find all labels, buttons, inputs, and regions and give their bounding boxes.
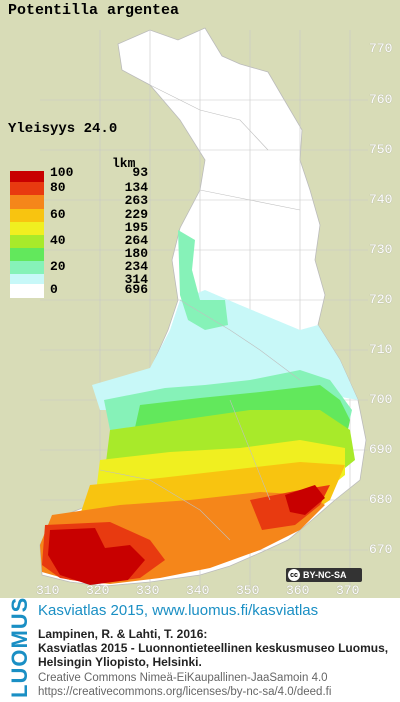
- cc-license-badge[interactable]: cc BY-NC-SA: [286, 568, 362, 582]
- legend-row: 60 229: [8, 207, 148, 223]
- luomus-logo: LUOMUS: [7, 596, 32, 698]
- legend-count: 180: [124, 246, 148, 261]
- legend-swatch: [10, 182, 44, 196]
- easting-tick: 360: [286, 583, 310, 598]
- northing-tick: 690: [369, 442, 393, 457]
- legend-count: 229: [124, 207, 148, 222]
- northing-tick: 720: [369, 292, 393, 307]
- legend-header: lkm: [112, 156, 136, 171]
- atlas-link[interactable]: Kasviatlas 2015, www.luomus.fi/kasviatla…: [38, 602, 319, 619]
- species-title: Potentilla argentea: [8, 2, 180, 19]
- easting-tick: 310: [36, 583, 60, 598]
- license-line: Creative Commons Nimeä-EiKaupallinen-Jaa…: [38, 672, 328, 684]
- legend-row: 180: [8, 246, 148, 262]
- legend-value: 20: [50, 259, 66, 274]
- legend-count: 134: [124, 180, 148, 195]
- northing-tick: 770: [369, 41, 393, 56]
- cc-badge-text: BY-NC-SA: [303, 570, 347, 580]
- northing-tick: 700: [369, 392, 393, 407]
- easting-tick: 350: [236, 583, 260, 598]
- legend-count: 195: [124, 220, 148, 235]
- legend-row: 0 696: [8, 282, 148, 298]
- northing-tick: 730: [369, 242, 393, 257]
- legend-swatch: [10, 248, 44, 262]
- legend-row: 40 264: [8, 233, 148, 249]
- legend-row: 20 234: [8, 259, 148, 275]
- finland-distribution-map: [39, 27, 368, 590]
- northing-tick: 680: [369, 492, 393, 507]
- northing-tick: 710: [369, 342, 393, 357]
- legend-row: 100 93: [8, 165, 148, 185]
- legend-count: 314: [124, 272, 148, 287]
- legend-swatch: [10, 195, 44, 209]
- easting-tick: 330: [136, 583, 160, 598]
- citation-line: Lampinen, R. & Lahti, T. 2016:: [38, 627, 208, 641]
- northing-tick: 760: [369, 92, 393, 107]
- northing-tick: 670: [369, 542, 393, 557]
- citation-line: Helsingin Yliopisto, Helsinki.: [38, 655, 202, 669]
- easting-tick: 370: [336, 583, 360, 598]
- legend-swatch: [10, 261, 44, 275]
- legend-row: 263: [8, 193, 148, 209]
- legend-value: 100: [50, 165, 74, 180]
- legend-row: 195: [8, 220, 148, 236]
- northing-tick: 750: [369, 142, 393, 157]
- legend-value: 60: [50, 207, 66, 222]
- legend-count: 264: [124, 233, 148, 248]
- legend-value: 80: [50, 180, 66, 195]
- easting-tick: 320: [86, 583, 110, 598]
- province-borders: [99, 84, 301, 541]
- legend-swatch: [10, 171, 44, 185]
- legend-value: 40: [50, 233, 66, 248]
- cc-icon: cc: [288, 569, 300, 581]
- frequency-label: Yleisyys 24.0: [8, 121, 118, 137]
- citation-line: Kasviatlas 2015 - Luonnontieteellinen ke…: [38, 641, 389, 655]
- northing-tick: 740: [369, 192, 393, 207]
- legend-count: 93: [132, 165, 148, 180]
- license-url[interactable]: https://creativecommons.org/licenses/by-…: [38, 686, 332, 698]
- legend-swatch: [10, 284, 44, 298]
- footer: [0, 598, 400, 702]
- legend-swatch: [10, 222, 44, 236]
- legend-count: 234: [124, 259, 148, 274]
- legend-value: 0: [50, 282, 58, 297]
- legend-swatch: [10, 235, 44, 249]
- distribution-cells: [40, 230, 358, 585]
- legend-swatch: [10, 209, 44, 223]
- legend-row: 80 134: [8, 180, 148, 196]
- legend-count: 696: [124, 282, 148, 297]
- easting-tick: 340: [186, 583, 210, 598]
- legend-count: 263: [124, 193, 148, 208]
